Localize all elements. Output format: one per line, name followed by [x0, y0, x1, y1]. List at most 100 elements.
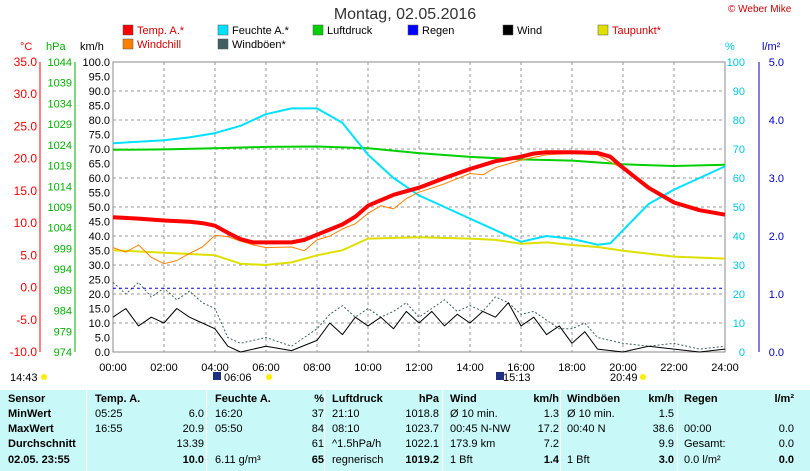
series-line-taupunkt [112, 236, 726, 266]
sun-icon [640, 374, 646, 380]
percent-unit-label: % [725, 41, 735, 53]
table-cell-label: Gesamt: [684, 438, 726, 450]
kmh-tick-label: 25.0 [89, 275, 110, 287]
legend-label: Luftdruck [327, 25, 373, 37]
table-unit: % [314, 393, 324, 405]
legend-swatch [122, 24, 134, 36]
hpa-tick-label: 1019 [48, 161, 72, 173]
series-line-feuchte-a [112, 107, 726, 246]
x-tick-label: 12:00 [405, 362, 433, 374]
hpa-tick-label: 1044 [48, 57, 72, 69]
series-line-windb-en [112, 281, 726, 350]
hpa-unit-label: hPa [46, 41, 66, 53]
x-tick-label: 04:00 [201, 362, 229, 374]
table-row-label: MaxWert [8, 423, 54, 435]
kmh-tick-label: 75.0 [89, 130, 110, 142]
hpa-tick-label: 1029 [48, 119, 72, 131]
legend-swatch [407, 24, 419, 36]
kmh-tick-label: 60.0 [89, 173, 110, 185]
kmh-tick-label: 10.0 [89, 318, 110, 330]
table-cell-label: 21:10 [332, 408, 360, 420]
sun-icon [266, 374, 272, 380]
rain-unit-label: l/m² [762, 41, 781, 53]
hpa-tick-label: 984 [54, 306, 72, 318]
table-cell-value: 9.9 [658, 438, 674, 450]
series-line-temp-a [112, 150, 726, 245]
percent-tick-label: 20 [733, 289, 745, 301]
table-cell-value: 1.3 [543, 408, 559, 420]
percent-tick-label: 60 [733, 173, 745, 185]
x-tick-label: 10:00 [354, 362, 382, 374]
table-cell-value: 37 [311, 408, 324, 420]
temp-tick-label: 5.0 [20, 248, 37, 262]
series-line-wind [112, 302, 726, 353]
temp-tick-label: -10.0 [10, 345, 38, 359]
table-cell-label: 6.11 g/m³ [215, 454, 261, 466]
hpa-tick-label: 1009 [48, 202, 72, 214]
hpa-tick-label: 1004 [48, 223, 72, 235]
kmh-tick-label: 55.0 [89, 188, 110, 200]
legend-label: Windchill [137, 39, 181, 51]
table-cell-value: 1019.2 [405, 454, 439, 466]
x-tick-label: 00:00 [99, 362, 127, 374]
sunset-time: 20:49 [610, 372, 638, 381]
table-divider [560, 390, 561, 471]
table-row-label: Durchschnitt [8, 438, 76, 450]
legend-swatch [597, 24, 609, 36]
legend-label: Taupunkt* [612, 25, 662, 37]
temp-tick-label: 20.0 [14, 152, 38, 166]
x-tick-label: 06:00 [252, 362, 280, 374]
temp-tick-label: 30.0 [14, 87, 38, 101]
table-cell-label: 0.0 l/m² [684, 454, 721, 466]
table-cell-value: 38.6 [652, 423, 674, 435]
table-header: Wind [450, 393, 477, 405]
table-cell-label: 05:50 [215, 423, 243, 435]
temp-tick-label: 0.0 [20, 281, 37, 295]
table-cell-value: 0.0 [778, 438, 794, 450]
temp-tick-label: 35.0 [14, 55, 38, 69]
table-row-label: 02.05. 23:55 [8, 454, 70, 466]
table-divider [86, 390, 87, 471]
table-divider [442, 390, 443, 471]
copyright: © Weber Mike [728, 4, 792, 15]
table-divider [206, 390, 207, 471]
legend-swatch [217, 24, 229, 36]
rain-tick-label: 4.0 [769, 115, 784, 127]
x-tick-label: 08:00 [303, 362, 331, 374]
kmh-tick-label: 35.0 [89, 246, 110, 258]
rain-tick-label: 1.0 [769, 289, 784, 301]
kmh-tick-label: 5.0 [95, 333, 110, 345]
kmh-tick-label: 30.0 [89, 260, 110, 272]
kmh-tick-label: 85.0 [89, 101, 110, 113]
legend-label: Regen [422, 25, 454, 37]
table-cell-value: 7.2 [543, 438, 559, 450]
hpa-tick-label: 1034 [48, 98, 72, 110]
percent-tick-label: 50 [733, 202, 745, 214]
table-header: Feuchte A. [215, 393, 271, 405]
table-cell-label: 1 Bft [567, 454, 590, 466]
table-cell-value: 0.0 [778, 423, 794, 435]
table-cell-label: 00:45 N-NW [450, 423, 511, 435]
table-cell-value: 6.0 [188, 408, 204, 420]
kmh-tick-label: 70.0 [89, 144, 110, 156]
hpa-tick-label: 1024 [48, 140, 72, 152]
percent-tick-label: 100 [727, 57, 745, 69]
percent-tick-label: 80 [733, 115, 745, 127]
table-cell-value: 1023.7 [405, 423, 439, 435]
percent-tick-label: 90 [733, 86, 745, 98]
table-cell-value: 61 [311, 438, 324, 450]
table-header: Luftdruck [332, 393, 383, 405]
table-cell-label: ^1.5hPa/h [332, 438, 382, 450]
x-tick-label: 14:00 [456, 362, 484, 374]
legend-label: Wind [517, 25, 542, 37]
table-cell-value: 1022.1 [405, 438, 439, 450]
table-unit: km/h [533, 393, 559, 405]
table-cell-label: 16:55 [95, 423, 123, 435]
temp-tick-label: 15.0 [14, 184, 38, 198]
sun-icon [41, 374, 47, 380]
solar-noon-time: 15:13 [503, 372, 531, 381]
kmh-tick-label: 15.0 [89, 304, 110, 316]
legend-label: Windböen* [232, 39, 287, 51]
kmh-tick-label: 80.0 [89, 115, 110, 127]
kmh-tick-label: 40.0 [89, 231, 110, 243]
